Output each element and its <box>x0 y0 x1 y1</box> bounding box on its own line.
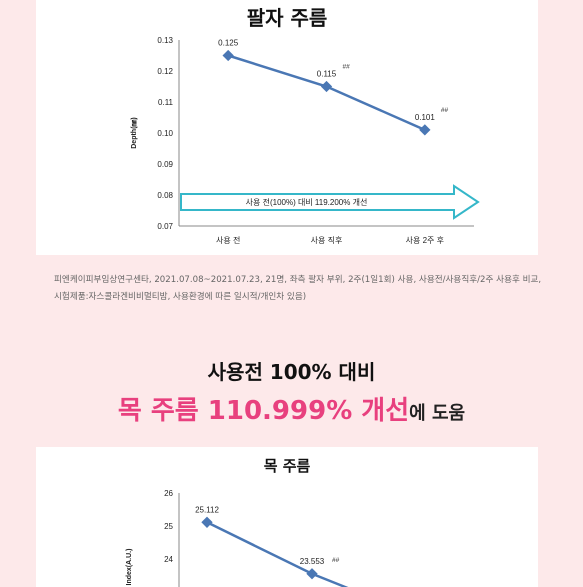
significance-mark: ## <box>441 107 449 114</box>
data-point <box>222 49 234 62</box>
data-label: 23.553 <box>300 557 325 566</box>
y-tick-label: 0.10 <box>157 129 173 138</box>
nasolabial-wrinkle-chart: 0.07 0.08 0.09 0.10 0.11 0.12 0.13 사용 전 사용 직후 사용 … <box>131 36 480 245</box>
y-tick-label: 0.08 <box>157 191 173 200</box>
data-point <box>201 516 213 528</box>
y-tick-label: 0.13 <box>157 36 173 45</box>
y-tick-label: 25 <box>164 522 173 531</box>
y-tick-label: 26 <box>164 489 173 498</box>
chart-card-nasolabial: 팔자 주름 0.07 0.08 0.09 0.10 0.11 0.12 0.13 사용 전 사용… <box>36 0 538 255</box>
data-label: 25.112 <box>195 505 219 514</box>
chart-card-neck: 목 주름 24 25 26 Index(A.U.) 25.112 23.553 ## <box>36 447 538 587</box>
data-point <box>419 124 431 136</box>
y-tick-label: 0.09 <box>157 160 173 169</box>
series-line <box>206 521 349 587</box>
significance-mark: ## <box>343 64 351 71</box>
headline-highlight: 목 주름 110.999% 개선 <box>117 396 410 426</box>
improvement-arrow <box>180 184 480 220</box>
data-point <box>306 568 318 580</box>
arrow-label: 사용 전(100%) 대비 119.200% 개선 <box>246 197 368 207</box>
data-label: 0.101 <box>415 113 436 122</box>
y-axis-label: Depth(㎜) <box>131 117 138 149</box>
y-tick-label: 0.12 <box>157 67 173 76</box>
significance-mark: ## <box>332 557 340 564</box>
data-label: 0.125 <box>218 39 239 48</box>
x-tick-label: 사용 전 <box>216 235 240 245</box>
y-tick-label: 24 <box>164 555 173 564</box>
headline-line1: 사용전 100% 대비 <box>207 360 376 384</box>
headline-line2: 목 주름 110.999% 개선에 도움 <box>0 390 583 427</box>
data-point <box>320 80 333 93</box>
x-tick-label: 사용 2주 후 <box>406 236 444 245</box>
neck-wrinkle-chart: 24 25 26 Index(A.U.) 25.112 23.553 ## <box>126 489 349 587</box>
chart-title: 목 주름 <box>263 457 311 475</box>
headline-suffix: 에 도움 <box>409 403 466 424</box>
x-tick-label: 사용 직후 <box>311 235 343 245</box>
chart-title: 팔자 주름 <box>246 6 328 30</box>
y-tick-label: 0.07 <box>157 222 173 231</box>
y-axis-label: Index(A.U.) <box>126 549 133 586</box>
data-label: 0.115 <box>317 70 337 79</box>
series-line <box>227 54 426 132</box>
y-tick-label: 0.11 <box>158 98 174 107</box>
study-footnote: 피엔케이피부임상연구센타, 2021.07.08~2021.07.23, 21명… <box>54 275 542 302</box>
